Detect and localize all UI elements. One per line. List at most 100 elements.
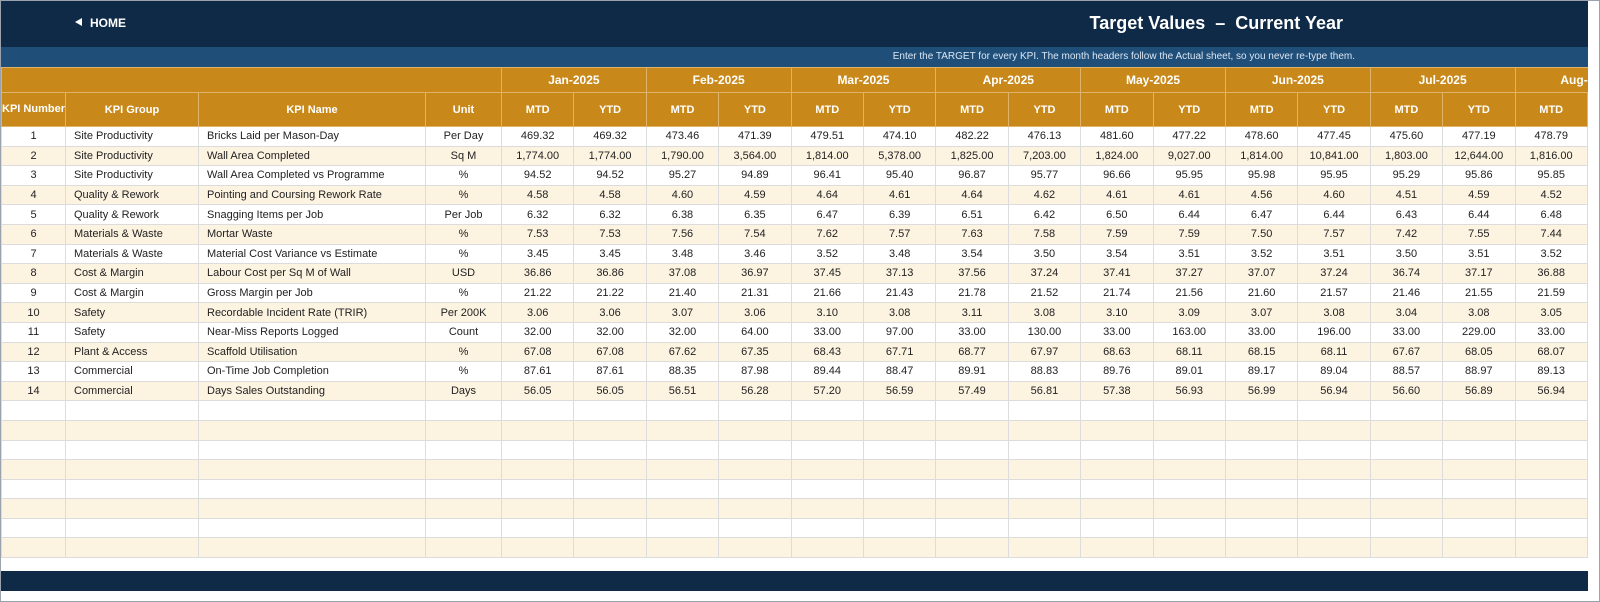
empty-cell [425, 459, 502, 480]
empty-cell [1007, 517, 1082, 539]
empty-cell [500, 459, 575, 480]
target-value: 95.85 [1514, 165, 1588, 186]
column-header: KPI Group [65, 92, 199, 127]
kpi-group: Site Productivity [65, 126, 199, 147]
target-value: 97.00 [862, 321, 937, 343]
target-value: 21.31 [718, 282, 792, 304]
target-value: 6.50 [1080, 204, 1154, 225]
target-value: 6.42 [1007, 204, 1082, 225]
empty-cell [1586, 223, 1588, 245]
empty-cell [65, 419, 199, 441]
kpi-group: Plant & Access [65, 341, 199, 363]
empty-cell [1586, 184, 1588, 206]
target-value: 32.00 [500, 321, 575, 343]
empty-cell [573, 498, 647, 519]
month-header: May-2025 [1080, 67, 1226, 93]
kpi-unit: % [425, 361, 502, 382]
empty-cell [1080, 517, 1154, 539]
kpi-row: 5 Quality & Rework Snagging Items per Job P… [1, 204, 1588, 225]
target-table: Jan-2025 Feb-2025 Mar-2025 Apr-2025 May-2025… [1, 67, 1588, 558]
empty-cell [1152, 459, 1226, 480]
header-row: Jan-2025 Feb-2025 Mar-2025 Apr-2025 May-2025… [1, 67, 1588, 93]
empty-cell [1586, 302, 1588, 323]
empty-cell [1007, 498, 1082, 519]
empty-cell [1, 517, 66, 539]
empty-cell [790, 478, 864, 500]
empty-cell [1297, 517, 1371, 539]
target-value: 56.89 [1442, 380, 1516, 402]
target-value: 3.50 [1007, 243, 1082, 265]
empty-cell [718, 517, 792, 539]
kpi-unit: USD [425, 263, 502, 284]
target-value: 3,564.00 [718, 145, 792, 167]
target-value: 10,841.00 [1297, 145, 1371, 167]
kpi-row: 1 Site Productivity Bricks Laid per Mason-… [1, 126, 1588, 147]
sub-header: MTD [1369, 92, 1444, 127]
kpi-unit: % [425, 341, 502, 363]
target-value: 33.00 [1514, 321, 1588, 343]
kpi-name: Mortar Waste [198, 223, 426, 245]
target-value: 4.60 [645, 184, 720, 206]
empty-cell [1080, 419, 1154, 441]
target-value: 4.61 [862, 184, 937, 206]
target-value: 94.89 [718, 165, 792, 186]
target-value: 6.35 [718, 204, 792, 225]
empty-cell [1, 478, 66, 500]
empty-cell [1, 400, 66, 421]
sub-header: MTD [935, 92, 1009, 127]
empty-cell [1586, 478, 1588, 500]
target-value: 3.08 [1297, 302, 1371, 323]
target-value: 21.66 [790, 282, 864, 304]
empty-cell [1080, 478, 1154, 500]
month-header: Feb-2025 [645, 67, 792, 93]
kpi-row: 10 Safety Recordable Incident Rate (TRIR) P… [1, 302, 1588, 323]
empty-cell [425, 419, 502, 441]
empty-cell [1080, 439, 1154, 461]
target-value: 94.52 [573, 165, 647, 186]
target-value: 37.13 [862, 263, 937, 284]
empty-cell [425, 439, 502, 461]
kpi-unit: % [425, 223, 502, 245]
kpi-number: 7 [1, 243, 66, 265]
sheet: Jan-2025 Feb-2025 Mar-2025 Apr-2025 May-2025… [1, 67, 1588, 558]
empty-cell [65, 439, 199, 461]
empty-cell [1297, 419, 1371, 441]
target-value: 3.50 [1369, 243, 1444, 265]
empty-cell [1586, 498, 1588, 519]
target-value: 57.38 [1080, 380, 1154, 402]
target-value: 3.54 [1080, 243, 1154, 265]
target-value: 6.43 [1369, 204, 1444, 225]
empty-cell [1514, 517, 1588, 539]
target-value: 56.81 [1007, 380, 1082, 402]
empty-cell [198, 478, 426, 500]
target-value: 36.86 [500, 263, 575, 284]
kpi-unit: Per Day [425, 126, 502, 147]
target-value: 4.51 [1369, 184, 1444, 206]
kpi-name: Pointing and Coursing Rework Rate [198, 184, 426, 206]
empty-cell [1586, 361, 1588, 382]
empty-cell [573, 517, 647, 539]
empty-cell [862, 537, 937, 558]
target-value: 68.15 [1224, 341, 1299, 363]
target-value: 4.59 [718, 184, 792, 206]
empty-cell [790, 439, 864, 461]
target-value: 3.04 [1369, 302, 1444, 323]
sub-header: MTD [500, 92, 575, 127]
kpi-number: 13 [1, 361, 66, 382]
empty-cell [1224, 498, 1299, 519]
empty-cell [573, 419, 647, 441]
target-value: 68.11 [1297, 341, 1371, 363]
empty-cell [1007, 537, 1082, 558]
target-value: 56.94 [1297, 380, 1371, 402]
target-value: 37.56 [935, 263, 1009, 284]
target-value: 56.51 [645, 380, 720, 402]
home-button[interactable]: HOME [75, 16, 126, 30]
target-value: 33.00 [790, 321, 864, 343]
empty-cell [1586, 321, 1588, 343]
target-value: 3.45 [500, 243, 575, 265]
empty-cell [1369, 517, 1444, 539]
empty-cell [500, 400, 575, 421]
empty-cell [65, 498, 199, 519]
kpi-row: 3 Site Productivity Wall Area Completed vs… [1, 165, 1588, 186]
empty-cell [645, 400, 720, 421]
